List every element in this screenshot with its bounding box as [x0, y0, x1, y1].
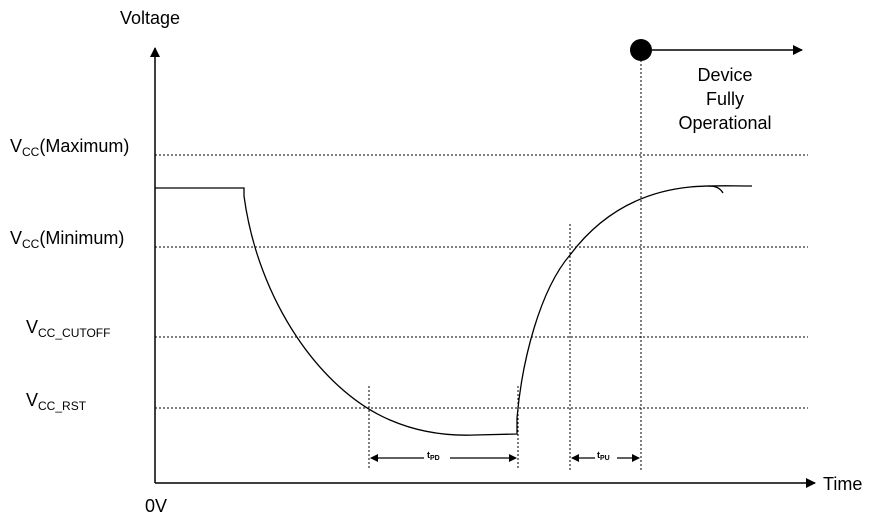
status-line-1: Device	[697, 65, 752, 85]
y-axis-label: Voltage	[120, 8, 180, 28]
tpd-label-bg	[424, 449, 450, 463]
vcc-max-label: VCC(Maximum)	[10, 136, 129, 159]
waveform-tick	[707, 185, 724, 194]
vcc-rst-label: VCC_RST	[26, 390, 87, 413]
vcc-cutoff-label: VCC_CUTOFF	[26, 317, 110, 340]
tpu-label: tPU	[597, 450, 610, 462]
status-line-2: Fully	[706, 89, 744, 109]
origin-label: 0V	[145, 496, 167, 516]
status-line-3: Operational	[678, 113, 771, 133]
tpd-label: tPD	[427, 450, 440, 462]
vcc-min-label: VCC(Minimum)	[10, 228, 124, 251]
voltage-waveform	[155, 185, 753, 436]
tpu-label-bg	[595, 449, 617, 463]
x-axis-label: Time	[823, 474, 862, 494]
operational-point	[630, 39, 652, 61]
